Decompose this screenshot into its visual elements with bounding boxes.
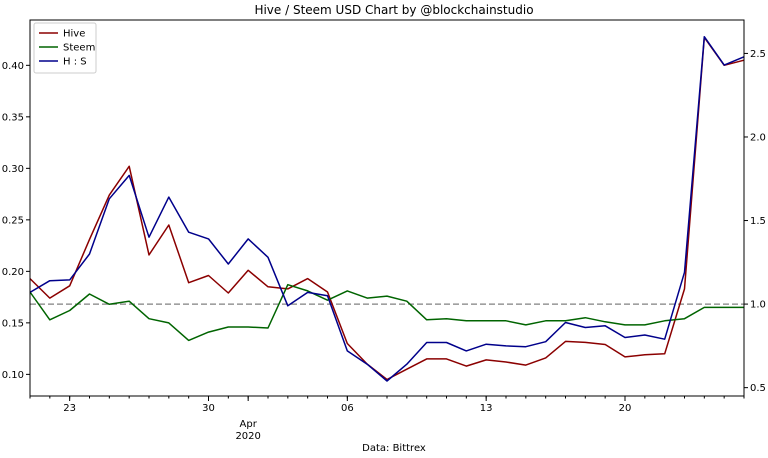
y-left-tick-label: 0.30 (2, 164, 24, 175)
y-left-tick-label: 0.15 (2, 318, 24, 329)
chart-title: Hive / Steem USD Chart by @blockchainstu… (254, 3, 533, 17)
y-right-tick-label: 0.5 (750, 383, 766, 394)
x-tick-label: 20 (619, 403, 632, 414)
x-axis-label: Data: Bittrex (362, 443, 426, 454)
legend-label: Steem (63, 43, 95, 54)
y-left-tick-label: 0.25 (2, 215, 24, 226)
x-tick-label: 30 (202, 403, 215, 414)
y-right-tick-label: 1.0 (750, 300, 766, 311)
y-left-tick-label: 0.10 (2, 370, 24, 381)
y-right-tick-label: 1.5 (750, 216, 766, 227)
legend-label: Hive (63, 29, 85, 40)
x-tick-label: 23 (63, 403, 76, 414)
y-left-tick-label: 0.40 (2, 61, 24, 72)
y-right-tick-label: 2.0 (750, 132, 766, 143)
legend: Hive Steem H : S (33, 22, 97, 74)
y-left-tick-label: 0.20 (2, 267, 24, 278)
series-line-hive (29, 36, 745, 381)
y-left-tick-label: 0.35 (2, 112, 24, 123)
plot-area: 0.10 0.15 0.20 0.25 0.30 0.35 0.40 0.5 1.0 1.5 2.0… (2, 35, 766, 442)
y-right-tick-label: 2.5 (750, 49, 766, 60)
legend-label: H : S (63, 57, 87, 68)
x-tick-label: 13 (480, 403, 493, 414)
x-tick-label: Apr (240, 419, 258, 430)
series-line-steem (29, 283, 744, 342)
series-line-h-s (29, 35, 745, 382)
x-tick-label: 2020 (235, 431, 260, 442)
x-tick-label: 06 (341, 403, 354, 414)
plot-frame (29, 19, 745, 397)
